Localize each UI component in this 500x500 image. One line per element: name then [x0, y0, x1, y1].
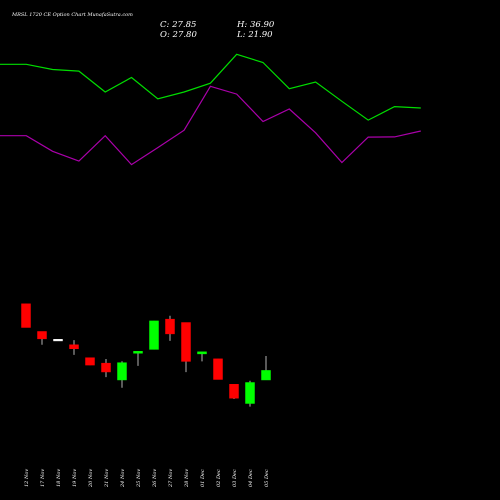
date-tick-label: 01 Dec: [200, 469, 206, 487]
candle: [53, 339, 63, 342]
candle-body: [197, 351, 207, 355]
candle-body: [101, 362, 111, 373]
candle-body: [213, 358, 223, 380]
date-tick-label: 21 Nov: [104, 469, 110, 488]
candle-body: [21, 303, 31, 328]
date-tick-label: 27 Nov: [168, 469, 174, 488]
candle-body: [229, 384, 239, 399]
candle: [37, 331, 47, 345]
candle: [245, 380, 255, 407]
low-readout: L: 21.90: [236, 30, 273, 40]
date-axis: 12 Nov 17 Nov 18 Nov 19 Nov 20 Nov 21 Nov 24 N…: [24, 469, 270, 488]
date-tick-label: 28 Nov: [184, 469, 190, 488]
candle: [85, 357, 95, 366]
bands-layer: [0, 53, 421, 166]
date-tick-label: 03 Dec: [232, 469, 238, 487]
candle: [261, 355, 271, 381]
date-tick-label: 26 Nov: [152, 469, 158, 488]
candle: [133, 351, 143, 366]
upper-band-line: [0, 53, 421, 121]
candle-body: [149, 320, 159, 350]
candle-body: [133, 351, 143, 354]
candle: [101, 359, 111, 378]
date-tick-label: 18 Nov: [56, 469, 62, 487]
candle-body: [261, 370, 271, 381]
open-readout: O: 27.80: [160, 30, 197, 40]
date-tick-label: 12 Nov: [24, 469, 30, 487]
candle: [69, 340, 79, 355]
candle: [117, 361, 127, 388]
candle: [197, 351, 207, 362]
candle: [149, 320, 159, 350]
close-readout: C: 27.85: [160, 20, 196, 30]
date-tick-label: 02 Dec: [216, 469, 222, 487]
date-tick-label: 24 Nov: [120, 469, 126, 488]
candle: [229, 384, 239, 399]
candle-body: [165, 318, 175, 335]
date-tick-label: 19 Nov: [72, 469, 78, 487]
candle-body: [37, 331, 47, 340]
lower-band-line: [0, 85, 421, 166]
candle-body: [85, 357, 95, 366]
date-tick-label: 20 Nov: [88, 469, 94, 488]
candle-body: [69, 344, 79, 350]
candle: [165, 315, 175, 341]
date-tick-label: 25 Nov: [136, 469, 142, 488]
date-tick-label: 17 Nov: [40, 469, 46, 487]
candle-body: [181, 322, 191, 362]
chart-title: MRSL 1720 CE Option Chart MunafaSutra.co…: [11, 12, 133, 18]
candles-layer: [21, 303, 271, 407]
candle-body: [117, 362, 127, 381]
date-tick-label: 04 Dec: [248, 469, 254, 487]
candle-body: [245, 382, 255, 404]
candle: [21, 303, 31, 328]
candle: [181, 322, 191, 373]
candle-body: [53, 339, 63, 342]
high-readout: H: 36.90: [236, 20, 275, 30]
candle: [213, 358, 223, 380]
date-tick-label: 05 Dec: [264, 469, 270, 487]
